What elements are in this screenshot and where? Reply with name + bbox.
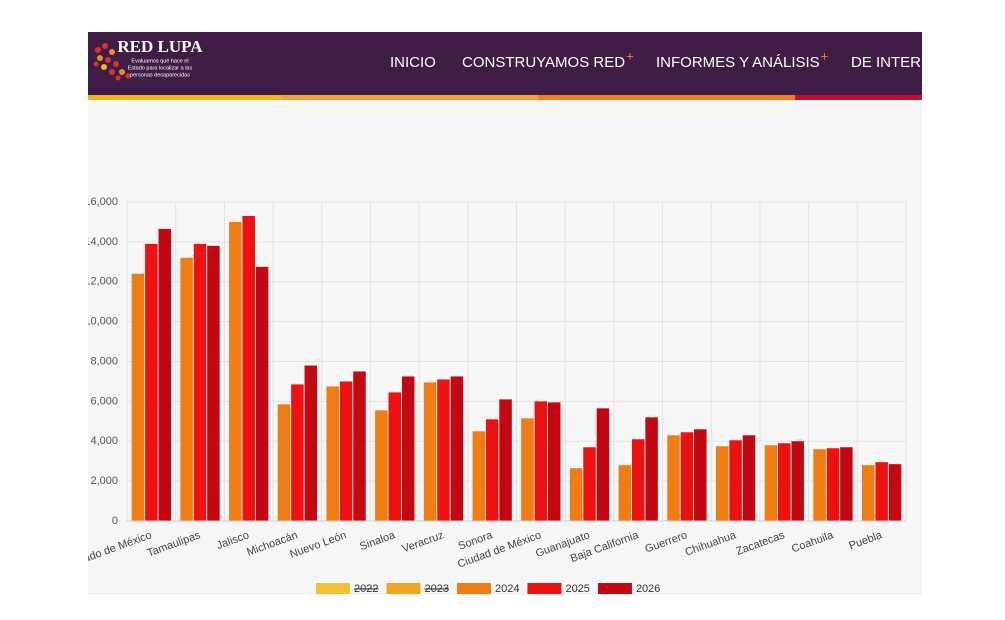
bar	[145, 243, 158, 521]
bar	[277, 404, 291, 521]
tagline: personas desaparecidas	[130, 72, 190, 78]
bar	[450, 376, 464, 521]
bar	[291, 384, 304, 521]
tagline: Estado para localizar a las	[128, 65, 193, 71]
bar	[875, 462, 888, 521]
bar	[158, 228, 171, 521]
bar	[667, 435, 680, 521]
bar	[229, 221, 242, 521]
bar	[569, 468, 583, 521]
tagline: Evaluamos qué hace el	[131, 58, 188, 64]
bar	[255, 266, 269, 521]
bar	[353, 371, 366, 521]
bar	[826, 448, 840, 521]
bar	[193, 243, 207, 521]
legend-swatch[interactable]	[456, 583, 491, 594]
bar	[813, 449, 826, 521]
bar	[242, 215, 255, 522]
bar	[596, 408, 610, 521]
y-tick-label: 10,000	[84, 316, 118, 328]
bar	[645, 417, 658, 521]
logo-icon	[93, 43, 131, 81]
bar	[680, 432, 694, 521]
nav-plus: +	[626, 48, 634, 63]
stripe	[795, 95, 922, 100]
y-tick-label: 2,000	[90, 475, 118, 487]
nav-plus: +	[821, 48, 829, 63]
nav-item[interactable]: INICIO	[390, 54, 436, 71]
stripe	[282, 95, 538, 100]
bar	[631, 439, 645, 521]
bar	[304, 365, 318, 521]
bar	[339, 381, 353, 521]
bar	[791, 441, 804, 521]
legend-label[interactable]: 2025	[565, 583, 589, 595]
bar	[521, 418, 534, 521]
y-tick-label: 14,000	[84, 236, 118, 248]
bar	[583, 447, 596, 521]
brand: RED LUPA	[117, 37, 203, 56]
legend-swatch[interactable]	[597, 583, 632, 594]
legend-swatch[interactable]	[316, 583, 350, 594]
bar	[778, 443, 791, 521]
legend-label[interactable]: 2024	[495, 583, 519, 595]
nav-item[interactable]: INFORMES Y ANÁLISIS	[656, 54, 820, 71]
bar	[207, 245, 220, 522]
bar	[742, 435, 756, 521]
bar	[472, 431, 486, 521]
bar	[888, 464, 902, 521]
legend-label[interactable]: 2023	[424, 583, 448, 595]
bar	[862, 465, 875, 521]
bar	[437, 379, 450, 521]
y-tick-label: 16,000	[84, 196, 118, 208]
bar	[534, 401, 548, 521]
bar	[485, 419, 499, 521]
bar	[375, 410, 388, 521]
y-tick-label: 0	[112, 515, 118, 527]
legend-label[interactable]: 2026	[636, 583, 660, 595]
header-bar	[88, 32, 922, 95]
legend-swatch[interactable]	[386, 583, 421, 594]
bar	[729, 440, 742, 521]
bar	[547, 402, 561, 521]
bar	[423, 382, 437, 521]
y-tick-label: 4,000	[90, 435, 118, 447]
legend-swatch[interactable]	[527, 583, 562, 594]
bar	[388, 392, 402, 521]
bar	[764, 445, 778, 521]
y-tick-label: 12,000	[84, 276, 118, 288]
legend-label[interactable]: 2022	[354, 583, 378, 595]
bar	[694, 429, 707, 521]
bar	[499, 399, 512, 521]
bar	[618, 465, 632, 521]
stripe	[88, 95, 282, 100]
bar	[401, 376, 415, 521]
bar	[131, 273, 145, 521]
bar	[840, 447, 853, 521]
nav-item[interactable]: DE INTERÉS	[851, 54, 941, 71]
viewport: RED LUPA Evaluamos qué hace el Estado pa…	[84, 32, 941, 595]
bar	[715, 446, 729, 521]
bar	[326, 386, 339, 521]
y-tick-label: 6,000	[90, 395, 118, 407]
bar	[180, 257, 193, 521]
nav-item[interactable]: CONSTRUYAMOS RED	[462, 54, 625, 71]
stripe	[538, 95, 795, 100]
y-tick-label: 8,000	[90, 355, 118, 367]
